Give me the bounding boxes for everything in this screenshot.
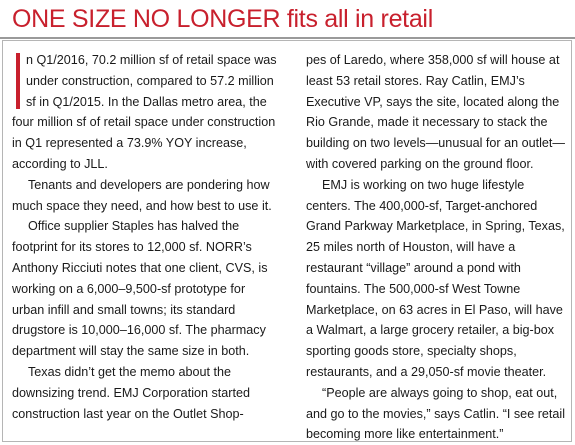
paragraph-quote: “People are always going to shop, eat ou… [306, 385, 565, 442]
paragraph: Tenants and developers are pondering how… [12, 177, 272, 213]
paragraph: Office supplier Staples has halved the f… [12, 219, 268, 359]
paragraph-lead-text: n Q1/2016, 70.2 million sf of retail spa… [12, 53, 277, 171]
paragraph-continued: pes of Laredo, where 358,000 sf will hou… [306, 53, 566, 171]
paragraph-lead: n Q1/2016, 70.2 million sf of retail spa… [12, 50, 278, 175]
paragraph: EMJ is working on two huge lifestyle cen… [306, 177, 565, 379]
article-column-left: n Q1/2016, 70.2 million sf of retail spa… [12, 50, 278, 424]
headline-rule [0, 37, 575, 39]
article-frame [2, 40, 572, 442]
article-headline: ONE SIZE NO LONGER fits all in retail [12, 5, 433, 33]
drop-cap-bar [16, 53, 20, 109]
paragraph: Texas didn’t get the memo about the down… [12, 364, 250, 421]
article-column-right: pes of Laredo, where 358,000 sf will hou… [306, 50, 572, 445]
